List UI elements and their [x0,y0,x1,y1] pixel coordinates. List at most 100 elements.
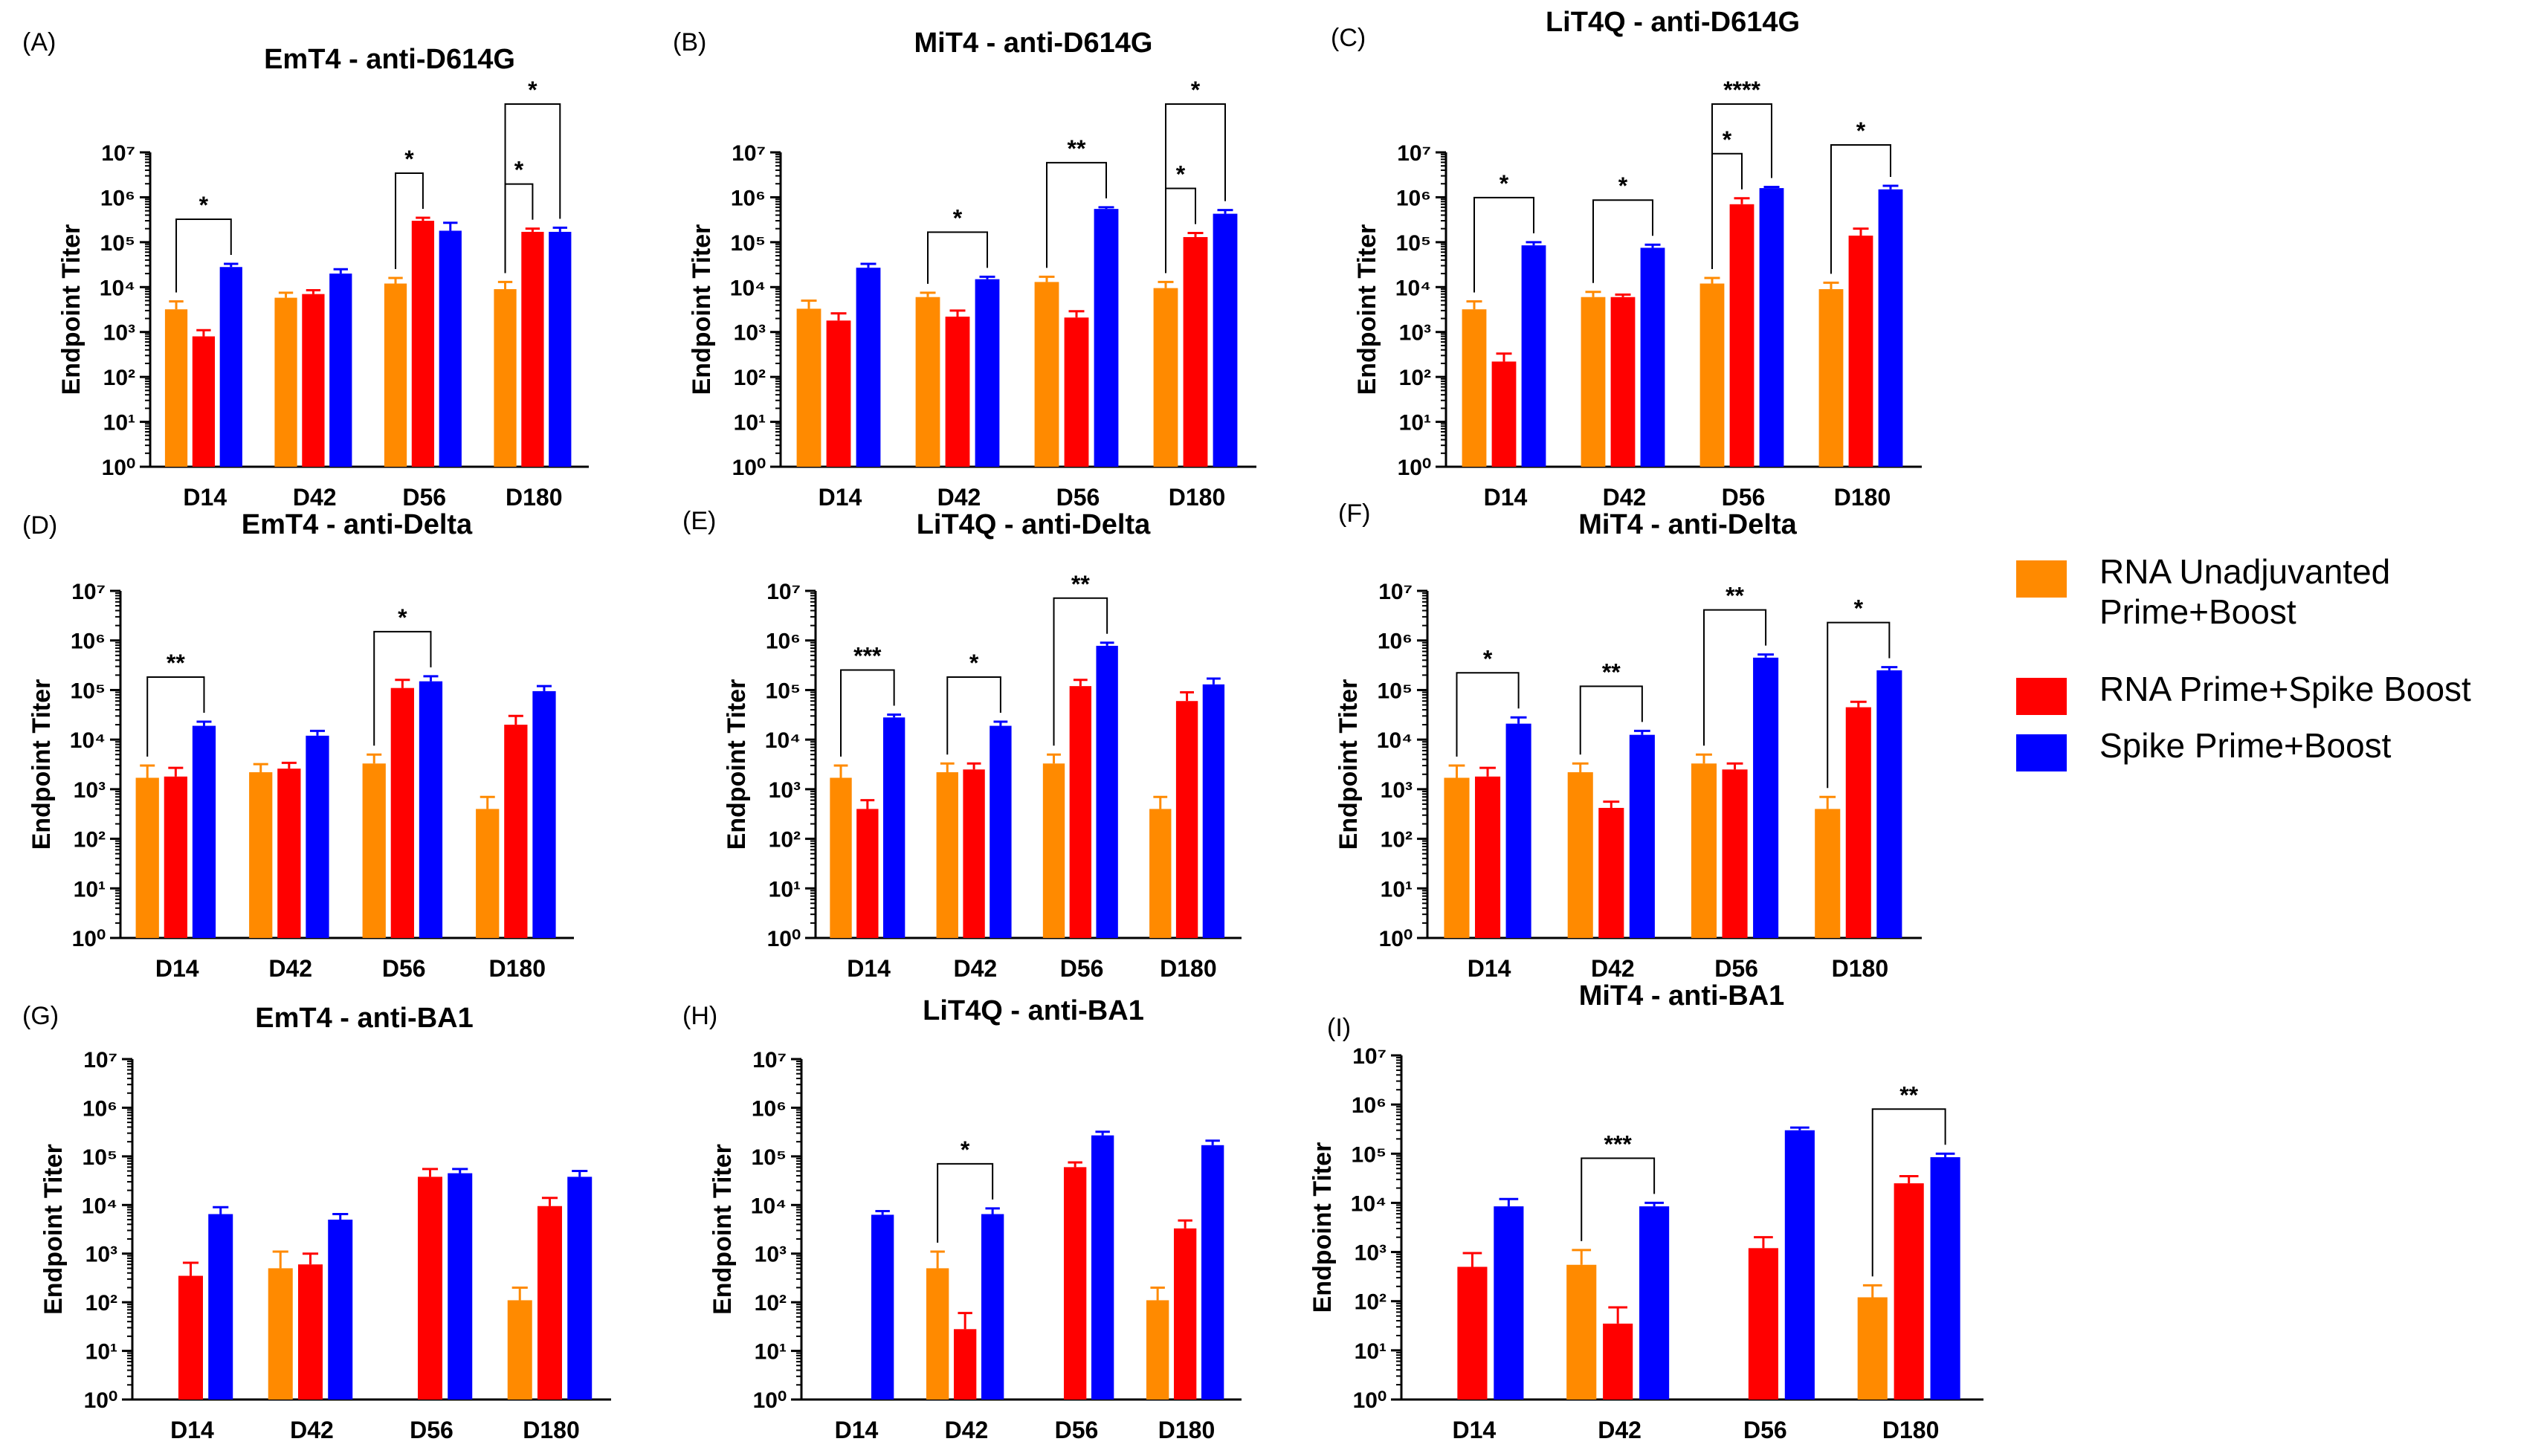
x-tick-label: D42 [1603,484,1647,511]
x-tick-label: D180 [523,1417,580,1443]
bar [1759,188,1784,467]
significance-label: * [398,604,407,631]
bar [274,297,297,467]
significance-bracket [504,103,561,274]
x-tick-label: D14 [183,484,227,511]
bar [1876,670,1902,938]
significance-bracket [937,1162,994,1243]
chart-panel: (G) EmT4 - anti-BA1 Endpoint Titer 10⁰ 10¹ 10… [22,1002,611,1443]
chart-panel: (H) LiT4Q - anti-BA1 Endpoint Titer 10⁰ 10¹ 1… [682,995,1242,1443]
y-tick-label: 10⁵ [71,679,106,703]
bar [1603,1323,1633,1400]
significance-label: * [969,650,979,676]
bar [830,777,852,938]
x-tick-label: D14 [1453,1417,1497,1443]
bar [1566,1264,1597,1400]
significance-label: ** [1068,135,1086,162]
y-tick-label: 10³ [1381,778,1413,803]
bar [1494,1206,1524,1400]
x-tick-label: D14 [835,1417,879,1443]
bar [1491,361,1517,467]
bar [1722,769,1748,938]
x-tick-label: D42 [1598,1417,1641,1443]
y-tick-label: 10⁴ [1351,1191,1387,1216]
y-tick-label: 10³ [755,1243,787,1267]
significance-bracket [946,676,1001,755]
bar [1069,686,1092,938]
chart-title: EmT4 - anti-Delta [242,509,473,540]
bar [417,1177,442,1400]
bar [1848,236,1873,467]
significance-bracket [373,630,432,746]
bar [306,735,329,938]
significance-bracket [175,218,232,293]
y-tick-label: 10⁷ [1352,1044,1387,1069]
y-tick-label: 10⁵ [1396,231,1431,256]
x-tick-label: D56 [402,484,446,511]
significance-label: * [528,77,538,103]
bar [1629,734,1655,938]
y-tick-label: 10² [1399,366,1431,390]
y-tick-label: 10⁶ [1396,186,1431,210]
significance-label: *** [1604,1130,1632,1157]
x-tick-label: D14 [1468,955,1511,982]
bar [990,725,1012,938]
bar [1096,645,1118,938]
chart-panel: (I) MiT4 - anti-BA1 Endpoint Titer 10⁰ 10¹ 10… [1308,980,1983,1443]
significance-label: ** [1602,659,1621,685]
y-tick-label: 10² [103,366,135,390]
y-tick-label: 10² [1355,1290,1387,1315]
bar [390,687,414,938]
chart-title: MiT4 - anti-Delta [1578,509,1797,540]
significance-bracket [1702,609,1767,746]
significance-label: ** [167,650,185,676]
bar [1748,1248,1778,1400]
significance-bracket [1456,672,1520,757]
significance-label: * [1176,161,1186,188]
significance-bracket [1053,597,1108,746]
chart-title: LiT4Q - anti-BA1 [923,995,1144,1026]
y-tick-label: 10¹ [1381,877,1413,902]
x-tick-label: D14 [847,955,891,982]
y-tick-label: 10⁵ [766,679,801,703]
y-tick-label: 10¹ [103,411,135,436]
y-tick-label: 10¹ [769,877,801,902]
panel-label: (F) [1338,499,1370,528]
y-tick-label: 10⁰ [84,1388,117,1413]
bar [1691,763,1717,938]
chart-title: EmT4 - anti-D614G [264,44,515,75]
y-tick-label: 10³ [1399,321,1431,346]
y-tick-label: 10⁴ [82,1194,117,1218]
bar [532,690,556,938]
x-tick-label: D56 [1055,1417,1099,1443]
y-axis-label: Endpoint Titer [39,1144,68,1315]
y-tick-label: 10⁵ [100,231,135,256]
y-tick-label: 10¹ [74,877,106,902]
bar [164,309,188,467]
x-tick-label: D42 [293,484,337,511]
x-tick-label: D56 [1714,955,1758,982]
y-tick-label: 10⁵ [1352,1142,1387,1167]
bar [567,1177,593,1400]
y-tick-label: 10⁷ [83,1048,117,1072]
bar [1091,1135,1114,1400]
bar [1457,1266,1488,1400]
y-tick-label: 10⁴ [100,276,135,300]
x-tick-label: D42 [937,484,981,511]
x-tick-label: D42 [290,1417,334,1443]
legend-swatch-orange [2016,560,2067,598]
significance-bracket [1827,621,1891,789]
y-tick-label: 10³ [769,778,801,803]
x-tick-label: D56 [1722,484,1766,511]
bar [1505,723,1531,938]
bar [1444,777,1470,938]
x-tick-label: D14 [155,955,199,982]
y-tick-label: 10² [734,366,766,390]
significance-label: * [1483,645,1493,672]
y-tick-label: 10⁶ [731,186,766,210]
legend-label: Spike Prime+Boost [2099,726,2392,765]
bar [1699,283,1725,467]
bar [192,336,216,467]
significance-label: ** [1071,571,1090,598]
